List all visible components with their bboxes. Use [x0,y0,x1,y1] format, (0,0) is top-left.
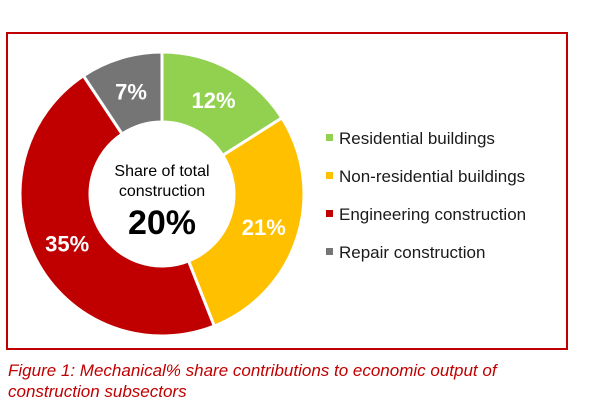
caption-line-2: construction subsectors [8,382,187,401]
legend-swatch [326,248,333,255]
center-label-line2: construction [119,183,205,200]
legend-swatch [326,134,333,141]
figure-caption: Figure 1: Mechanical% share contribution… [8,360,588,402]
legend-label: Engineering construction [339,205,526,224]
legend-swatch [326,172,333,179]
legend: Residential buildings Non-residential bui… [326,129,526,262]
chart-frame [6,32,568,350]
slice-repair-construction [81,50,164,137]
center-value: 20% [128,204,196,242]
slice-value-label: 21% [242,215,286,240]
legend-label: Residential buildings [339,129,495,148]
slice-value-label: 35% [45,232,89,257]
caption-line-1: Figure 1: Mechanical% share contribution… [8,361,497,380]
donut-chart: 12%21%35%7% Share of total construction … [18,50,526,338]
slice-labels: 12% 21% 35% 7% [45,80,286,257]
slice-value-label: 7% [115,80,147,105]
slice-engineering-construction [18,73,217,338]
slice-non-residential-buildings [186,115,306,328]
slice-value-label: 12% [192,88,236,113]
center-label-line1: Share of total [114,163,209,180]
legend-label: Repair construction [339,243,485,262]
legend-label: Non-residential buildings [339,167,525,186]
legend-swatch [326,210,333,217]
donut-slices [18,50,306,338]
